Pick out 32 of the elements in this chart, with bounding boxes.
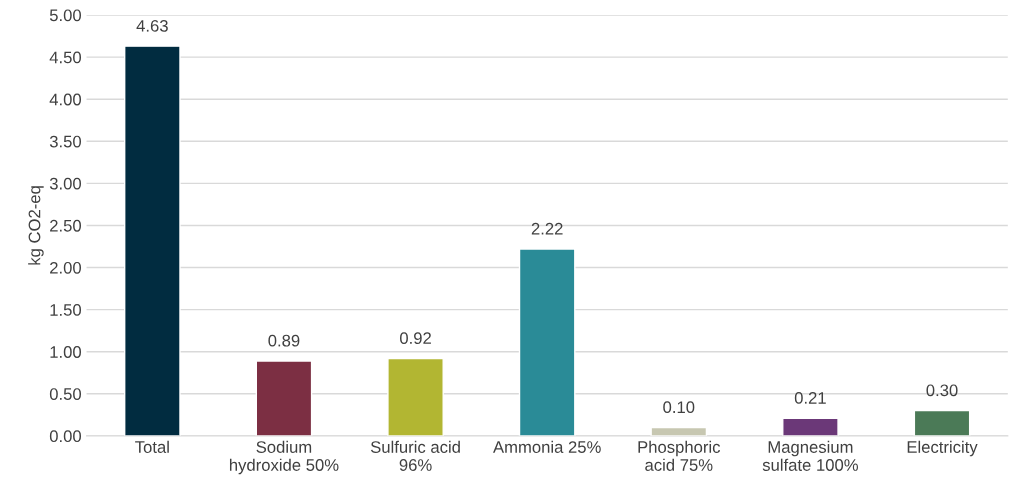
bar	[387, 357, 444, 436]
x-tick-label: Ammonia 25%	[493, 440, 601, 453]
data-label: 0.30	[926, 384, 958, 397]
data-label: 4.63	[136, 19, 168, 32]
bar	[124, 45, 181, 436]
y-tick-label: 5.00	[49, 9, 82, 22]
bar	[913, 409, 971, 436]
y-tick-label: 2.00	[50, 261, 82, 274]
x-tick-label: Electricity	[907, 440, 978, 457]
data-label: 2.22	[531, 222, 563, 235]
bar	[518, 248, 576, 436]
x-tick-label: Magnesium sulfate 100%	[762, 440, 858, 471]
y-tick-label: 0.50	[49, 388, 82, 400]
y-tick-label: 3.00	[49, 177, 82, 190]
data-label: 0.21	[794, 391, 826, 404]
y-axis-title: kg CO2-eq	[28, 186, 44, 265]
y-tick-label: 2.50	[50, 219, 82, 232]
data-label: 0.89	[268, 334, 300, 347]
bar	[782, 417, 839, 436]
y-tick-label: 0.00	[49, 430, 82, 443]
data-label: 0.10	[663, 401, 695, 414]
x-tick-label: Total	[135, 440, 169, 453]
y-tick-label: 1.50	[50, 304, 82, 316]
y-tick-label: 4.50	[49, 51, 82, 64]
y-tick-label: 3.50	[49, 135, 82, 148]
y-tick-label: 1.00	[50, 346, 82, 358]
y-tick-label: 4.00	[49, 93, 82, 106]
x-tick-label: Phosphoric acid 75%	[638, 440, 721, 471]
data-label: 0.92	[400, 332, 431, 345]
bar	[255, 360, 313, 436]
x-tick-label: Sulfuric acid 96%	[370, 440, 460, 471]
x-tick-label: Sodium hydroxide 50%	[229, 440, 339, 475]
